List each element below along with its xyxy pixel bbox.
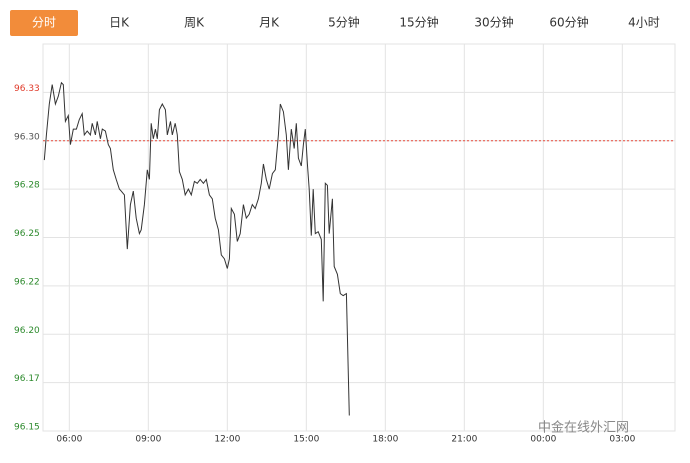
x-tick-label: 18:00 xyxy=(372,435,398,445)
y-tick-label: 96.17 xyxy=(14,374,40,384)
y-tick-label: 96.20 xyxy=(14,326,40,336)
x-tick-label: 00:00 xyxy=(530,435,556,445)
y-tick-label: 96.28 xyxy=(14,181,40,191)
tab[interactable]: 周K xyxy=(184,16,205,30)
tab[interactable]: 30分钟 xyxy=(474,15,513,30)
y-tick-label: 96.22 xyxy=(14,277,40,287)
x-tick-label: 06:00 xyxy=(56,435,82,445)
tab[interactable]: 5分钟 xyxy=(328,15,360,30)
tab[interactable]: 分时 xyxy=(32,16,56,30)
y-tick-label: 96.33 xyxy=(14,84,40,94)
price-line xyxy=(43,81,350,416)
tab[interactable]: 60分钟 xyxy=(549,15,588,30)
x-tick-label: 09:00 xyxy=(135,435,161,445)
y-tick-label: 96.15 xyxy=(14,423,40,433)
tab[interactable]: 15分钟 xyxy=(399,15,438,30)
tab[interactable]: 日K xyxy=(109,16,130,30)
watermark: 中金在线外汇网 xyxy=(538,420,629,436)
x-tick-label: 15:00 xyxy=(293,435,319,445)
x-tick-label: 21:00 xyxy=(451,435,477,445)
tab[interactable]: 4小时 xyxy=(628,16,660,30)
active-tab-bg xyxy=(10,10,78,36)
x-tick-label: 03:00 xyxy=(609,435,635,445)
y-tick-label: 96.30 xyxy=(14,132,40,142)
x-tick-label: 12:00 xyxy=(214,435,240,445)
tab[interactable]: 月K xyxy=(259,16,280,30)
y-tick-label: 96.25 xyxy=(14,229,40,239)
